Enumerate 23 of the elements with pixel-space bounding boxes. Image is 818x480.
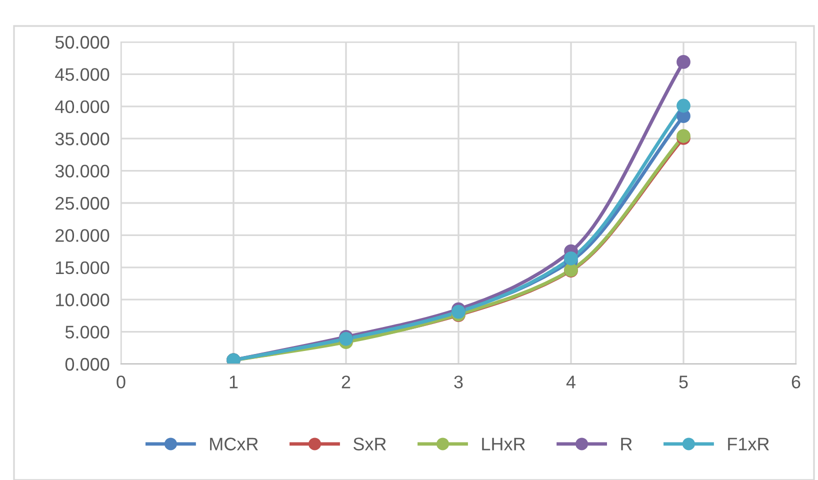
- x-tick-label: 4: [566, 376, 576, 388]
- y-tick-label: 35.000: [55, 132, 110, 146]
- legend-label: F1xR: [728, 438, 769, 450]
- x-tick-label: 0: [116, 376, 126, 388]
- legend-label: LHxR: [482, 438, 525, 450]
- y-tick-label: 20.000: [56, 229, 110, 242]
- y-tick-label: 15.000: [56, 261, 110, 274]
- legend-label: MCxR: [210, 438, 258, 450]
- y-tick-label: 10.000: [56, 294, 110, 306]
- y-tick-label: 40.000: [55, 100, 110, 114]
- y-tick-label: 5.000: [65, 326, 110, 339]
- x-tick-label: 3: [454, 376, 463, 388]
- x-tick-label: 1: [230, 376, 238, 388]
- y-tick-label: 30.000: [55, 164, 110, 178]
- y-tick-label: 45.000: [55, 68, 110, 81]
- y-tick-label: 0.000: [65, 358, 110, 371]
- x-tick-label: 5: [679, 376, 688, 388]
- y-tick-label: 25.000: [56, 196, 110, 210]
- y-tick-label: 50.000: [55, 36, 110, 49]
- legend-label: SxR: [353, 438, 386, 450]
- legend-label: R: [621, 438, 632, 450]
- x-tick-label: 6: [792, 376, 800, 388]
- x-tick-label: 2: [342, 376, 350, 388]
